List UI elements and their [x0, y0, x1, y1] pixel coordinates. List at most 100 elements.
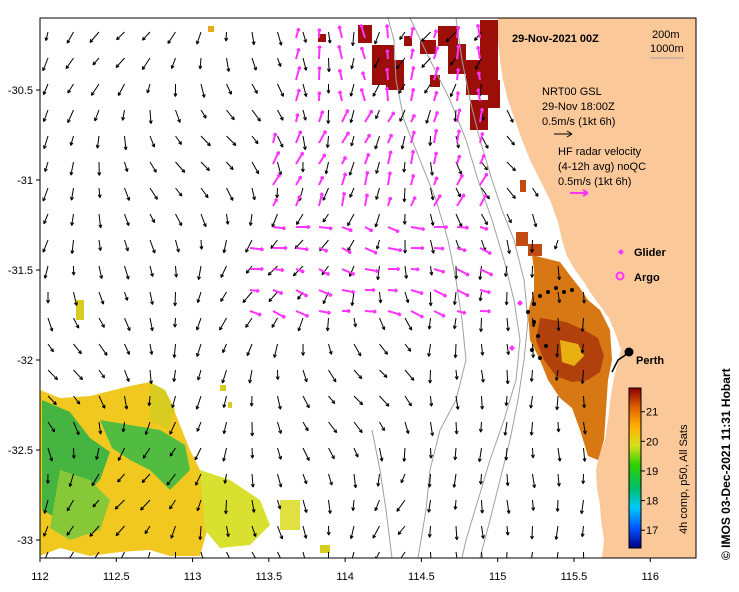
current-vector-arrow [302, 551, 306, 558]
current-vector-arrow [374, 551, 380, 558]
current-vector-arrow [326, 84, 331, 94]
hf-radar-vector-arrow [295, 113, 300, 123]
current-vector-arrow [424, 83, 431, 94]
current-vector-arrow [372, 83, 380, 97]
hf-radar-vector-arrow [479, 172, 489, 186]
current-vector-arrow [98, 421, 103, 435]
current-vector-arrow [478, 421, 483, 433]
hf-radar-vector-arrow [341, 308, 351, 314]
hf-radar-vector-arrow [341, 247, 352, 254]
current-vector-arrow [402, 447, 407, 462]
current-vector-arrow [226, 525, 230, 538]
current-vector-arrow [400, 135, 406, 150]
current-vector-arrow [67, 109, 74, 124]
current-vector-arrow [172, 343, 177, 358]
current-vector-arrow [327, 499, 332, 514]
current-vector-arrow [557, 447, 562, 462]
current-vector-arrow [173, 291, 178, 307]
hf-radar-vector-arrow [410, 65, 416, 81]
current-vector-arrow [73, 291, 78, 306]
hf-radar-vector-arrow [410, 130, 416, 144]
hf-radar-vector-arrow [364, 109, 374, 123]
hf-radar-vector-arrow [410, 289, 424, 295]
current-vector-arrow [326, 57, 331, 73]
current-vector-arrow [251, 161, 260, 175]
y-tick-label: -32.5 [8, 445, 33, 457]
current-vector-arrow [349, 109, 355, 124]
current-vector-arrow [149, 213, 155, 223]
current-vector-arrow [223, 473, 228, 484]
current-vector-arrow [141, 473, 151, 484]
glider-position [517, 300, 523, 306]
current-vector-arrow [66, 499, 74, 512]
current-vector-arrow [400, 473, 406, 484]
current-vector-arrow [117, 83, 125, 97]
hf-radar-vector-arrow [433, 29, 438, 39]
current-vector-arrow [277, 447, 282, 460]
hf-radar-vector-arrow [341, 226, 353, 233]
current-vector-arrow [328, 421, 338, 434]
current-vector-arrow [378, 291, 383, 304]
current-vector-arrow [353, 369, 363, 380]
hf-radar-vector-arrow [295, 130, 303, 144]
current-vector-arrow [47, 317, 54, 332]
current-vector-arrow [98, 395, 106, 409]
hf-radar-vector-arrow [273, 245, 288, 251]
current-vector-arrow [169, 499, 176, 510]
colorbar-ticks: 17 18 19 20 21 [641, 407, 658, 537]
hf-radar-vector-arrow [387, 266, 401, 272]
current-vector-arrow [248, 369, 253, 384]
hf-radar-vector-arrow [364, 170, 370, 186]
current-vector-arrow [73, 343, 82, 355]
current-vector-arrow [226, 83, 232, 95]
hf-radar-vector-arrow [364, 152, 371, 165]
hf-radar-vector-arrow [433, 268, 446, 274]
current-vector-arrow [449, 83, 457, 98]
current-vector-arrow [328, 369, 337, 383]
hf-radar-vector-arrow [479, 226, 489, 231]
hf-radar-vector-arrow [410, 226, 426, 232]
current-vector-arrow [326, 525, 331, 536]
current-vector-arrow [506, 343, 511, 356]
current-vector-arrow [142, 447, 151, 459]
current-vector-arrow [300, 161, 305, 173]
hf-radar-vector-arrow [341, 268, 356, 276]
land-mass [498, 18, 696, 558]
current-vector-arrow [353, 421, 363, 434]
current-vector-arrow [277, 421, 283, 434]
hf-radar-vector-arrow [318, 129, 327, 144]
current-vector-arrow [70, 213, 75, 226]
current-vector-arrow [90, 83, 100, 96]
current-vector-arrow [322, 213, 329, 223]
current-vector-arrow [297, 317, 304, 332]
hf-radar-vector-arrow [433, 176, 439, 186]
current-vector-arrow [226, 109, 235, 121]
current-vector-arrow [556, 421, 561, 433]
current-vector-arrow [47, 395, 57, 406]
hf-radar-vector-arrow [456, 289, 470, 297]
current-vector-arrow [146, 83, 151, 94]
hf-radar-vector-arrow [387, 196, 393, 207]
current-vector-arrow [532, 213, 538, 228]
hf-radar-vector-arrow [360, 46, 366, 60]
current-vector-arrow [121, 109, 126, 121]
current-vector-arrow [198, 57, 203, 70]
hf-radar-vector-arrow [272, 267, 285, 273]
current-vector-arrow [506, 161, 516, 172]
current-vector-arrow [91, 473, 100, 487]
hf-radar-vector-arrow [410, 195, 417, 207]
hf-radar-vector-arrow [455, 25, 461, 39]
current-vector-arrow [251, 499, 256, 513]
current-vector-arrow [124, 265, 130, 280]
current-vector-arrow [67, 83, 74, 94]
current-vector-arrow [277, 525, 284, 540]
colorbar: 17 18 19 20 21 4h comp, p50, All Sats [628, 387, 690, 549]
hf-radar-vector-arrow [455, 67, 461, 81]
current-vector-arrow [195, 31, 202, 45]
current-vector-arrow [251, 551, 256, 558]
hf-radar-vector-arrow [295, 310, 310, 318]
hf-radar-vector-arrow [479, 309, 491, 314]
current-vector-arrow [554, 369, 559, 381]
hf-radar-vector-arrow [456, 108, 462, 123]
x-tick-label: 113.5 [255, 571, 282, 583]
